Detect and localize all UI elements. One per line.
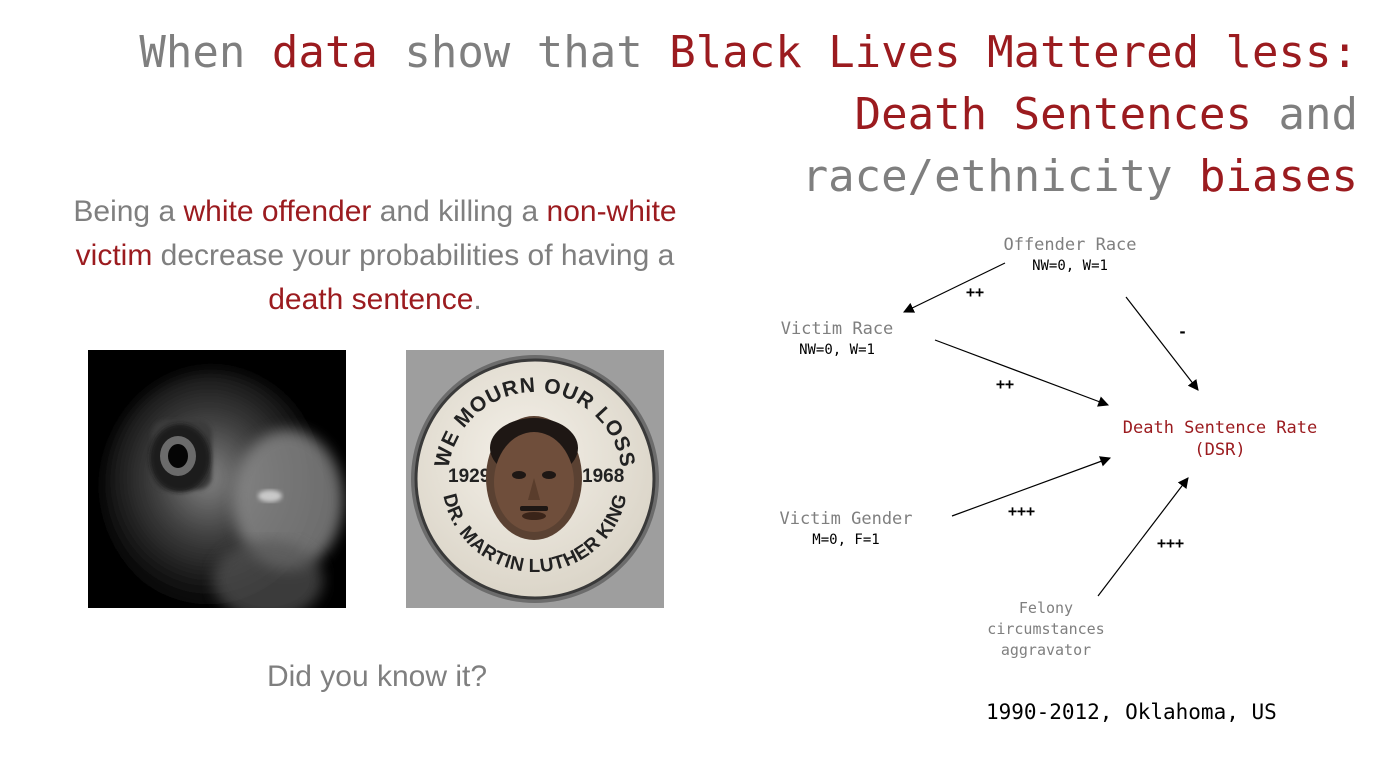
- arrow-felony-to-dsr: [1097, 477, 1189, 597]
- victim-gender-label: Victim Gender: [779, 509, 913, 529]
- intro-statement: Being a white offender and killing a non…: [70, 190, 680, 322]
- button-year-right: 1968: [582, 466, 624, 487]
- gun-photo: [88, 350, 346, 608]
- title-line-3: race/ethnicity biases: [139, 146, 1358, 208]
- node-offender-race: Offender Race NW=0, W=1: [988, 234, 1152, 276]
- text-segment: race/ethnicity: [801, 151, 1200, 202]
- victim-race-coding: NW=0, W=1: [799, 342, 875, 358]
- text-segment: When: [139, 27, 272, 78]
- dsr-line-2: (DSR): [1194, 440, 1246, 460]
- page-title: When data show that Black Lives Mattered…: [139, 22, 1358, 208]
- text-segment: death sentence: [268, 283, 474, 316]
- offender-race-label: Offender Race: [1003, 235, 1137, 255]
- text-segment: Death Sentences: [854, 89, 1253, 140]
- sign-offender-to-victim: ++: [966, 283, 985, 301]
- node-felony-aggravator: Felony circumstances aggravator: [972, 598, 1120, 661]
- text-segment: and killing a: [371, 195, 547, 228]
- arrow-victim-race-to-dsr: [934, 339, 1110, 407]
- footer-source: 1990-2012, Oklahoma, US: [986, 700, 1277, 724]
- sign-victim-race-to-dsr: ++: [996, 375, 1015, 393]
- text-segment: data: [271, 27, 378, 78]
- felony-line-1: Felony: [1018, 599, 1074, 617]
- victim-race-label: Victim Race: [780, 319, 894, 339]
- offender-race-coding: NW=0, W=1: [1032, 258, 1108, 274]
- text-segment: and: [1252, 89, 1358, 140]
- text-segment: white offender: [183, 195, 372, 228]
- button-year-left: 1929: [448, 466, 490, 487]
- node-death-sentence-rate: Death Sentence Rate (DSR): [1100, 417, 1340, 461]
- text-segment: Black Lives Mattered less:: [669, 27, 1358, 78]
- dsr-line-1: Death Sentence Rate: [1122, 418, 1318, 438]
- mlk-button-photo: WE MOURN OUR LOSS DR. MARTIN LUTHER KING…: [406, 350, 664, 608]
- text-segment: biases: [1199, 151, 1358, 202]
- arrow-offender-to-dsr: [1125, 296, 1199, 391]
- sign-offender-to-dsr: -: [1178, 323, 1188, 341]
- text-segment: decrease your probabilities of having a: [152, 239, 675, 272]
- text-segment: .: [473, 283, 482, 316]
- node-victim-gender: Victim Gender M=0, F=1: [762, 508, 930, 550]
- question-text: Did you know it?: [266, 660, 488, 693]
- arrow-victim-gender-to-dsr: [951, 456, 1112, 517]
- victim-gender-coding: M=0, F=1: [812, 532, 880, 548]
- arrow-offender-to-victim-race: [903, 262, 1006, 313]
- text-segment: non-white victim: [75, 195, 677, 272]
- title-line-1: When data show that Black Lives Mattered…: [139, 22, 1358, 84]
- felony-line-3: aggravator: [1000, 641, 1092, 659]
- sign-victim-gender-to-dsr: +++: [1008, 502, 1036, 520]
- gun-image: [88, 350, 346, 608]
- title-line-2: Death Sentences and: [139, 84, 1358, 146]
- mlk-memorial-button: WE MOURN OUR LOSS DR. MARTIN LUTHER KING…: [406, 350, 664, 608]
- sign-felony-to-dsr: +++: [1157, 534, 1185, 552]
- felony-line-2: circumstances: [987, 620, 1105, 638]
- mlk-portrait: [486, 416, 582, 540]
- node-victim-race: Victim Race NW=0, W=1: [762, 318, 912, 360]
- text-segment: Being a: [73, 195, 184, 228]
- text-segment: show that: [377, 27, 670, 78]
